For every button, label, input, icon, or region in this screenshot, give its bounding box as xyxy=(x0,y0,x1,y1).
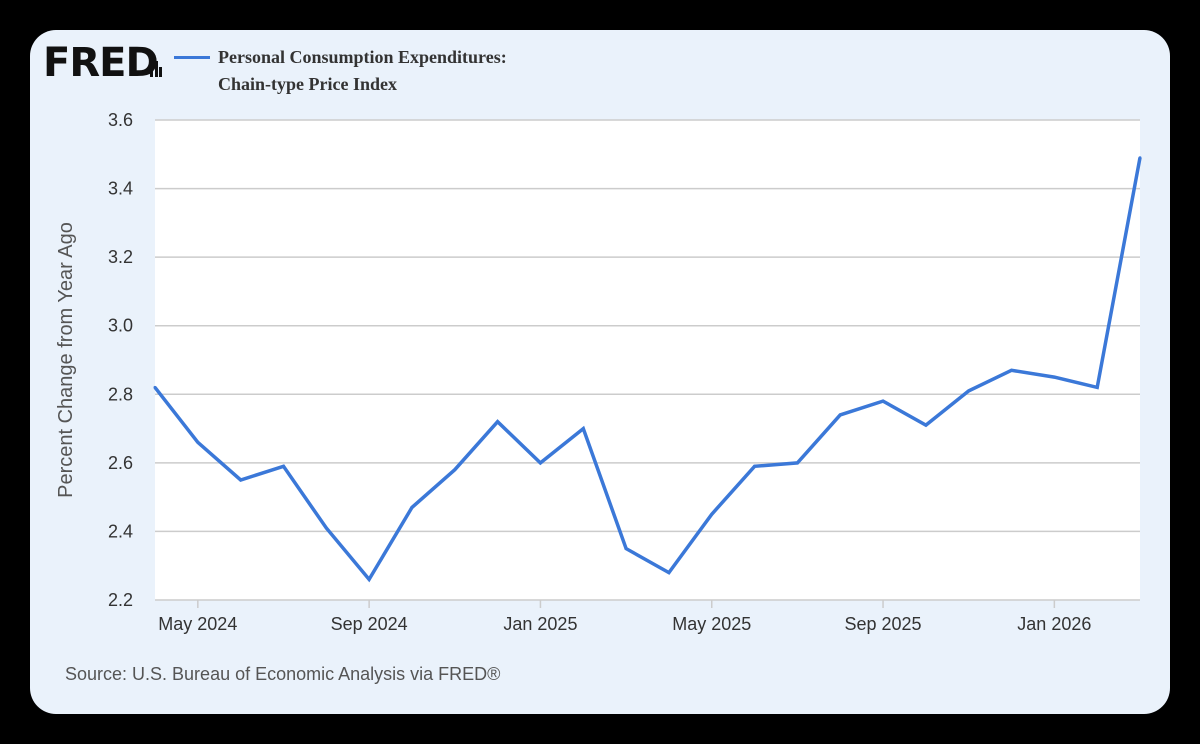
data-point xyxy=(1010,368,1014,372)
data-point xyxy=(239,478,243,482)
series-points xyxy=(153,156,1142,581)
data-point xyxy=(538,461,542,465)
y-tick-label: 2.6 xyxy=(108,453,133,473)
y-tick-label: 3.4 xyxy=(108,179,133,199)
data-point xyxy=(838,413,842,417)
y-axis-ticks: 2.2 2.4 2.6 2.8 3.0 3.2 3.4 3.6 xyxy=(108,110,133,610)
y-tick-label: 3.0 xyxy=(108,316,133,336)
data-point xyxy=(410,505,414,509)
x-tick-label: Jan 2026 xyxy=(1017,614,1091,634)
fred-logo-bars-icon xyxy=(150,53,162,77)
x-tick-label: May 2025 xyxy=(672,614,751,634)
legend-series-title: Personal Consumption Expenditures: Chain… xyxy=(218,44,507,98)
legend-title-line2: Chain-type Price Index xyxy=(218,74,397,94)
data-point xyxy=(153,385,157,389)
x-tick-label: May 2024 xyxy=(158,614,237,634)
data-point xyxy=(924,423,928,427)
data-point xyxy=(581,427,585,431)
data-point xyxy=(624,547,628,551)
series-line xyxy=(153,157,1142,583)
data-point xyxy=(967,389,971,393)
y-tick-label: 2.8 xyxy=(108,384,133,404)
y-tick-label: 2.2 xyxy=(108,590,133,610)
y-axis-label: Percent Change from Year Ago xyxy=(55,222,77,498)
data-point xyxy=(881,399,885,403)
x-tick-label: Sep 2025 xyxy=(845,614,922,634)
data-point xyxy=(795,461,799,465)
data-point xyxy=(1095,385,1099,389)
data-point xyxy=(453,468,457,472)
plot-area xyxy=(155,120,1140,600)
x-tick-label: Jan 2025 xyxy=(503,614,577,634)
fred-logo: FRED xyxy=(43,40,159,86)
x-tick-label: Sep 2024 xyxy=(331,614,408,634)
data-point xyxy=(710,512,714,516)
data-point xyxy=(667,571,671,575)
data-point xyxy=(367,577,371,581)
legend-swatch xyxy=(174,56,210,59)
data-point xyxy=(196,440,200,444)
gridlines xyxy=(155,119,1140,601)
data-point xyxy=(281,464,285,468)
y-tick-label: 2.4 xyxy=(108,521,133,541)
y-tick-label: 3.6 xyxy=(108,110,133,130)
data-point xyxy=(324,526,328,530)
data-point xyxy=(1052,375,1056,379)
data-point xyxy=(496,420,500,424)
data-point xyxy=(1138,156,1142,160)
y-tick-label: 3.2 xyxy=(108,247,133,267)
source-note: Source: U.S. Bureau of Economic Analysis… xyxy=(65,664,501,684)
x-axis-ticks: May 2024 Sep 2024 Jan 2025 May 2025 Sep 2025… xyxy=(158,600,1091,634)
legend-title-line1: Personal Consumption Expenditures: xyxy=(218,47,507,67)
data-point xyxy=(753,464,757,468)
